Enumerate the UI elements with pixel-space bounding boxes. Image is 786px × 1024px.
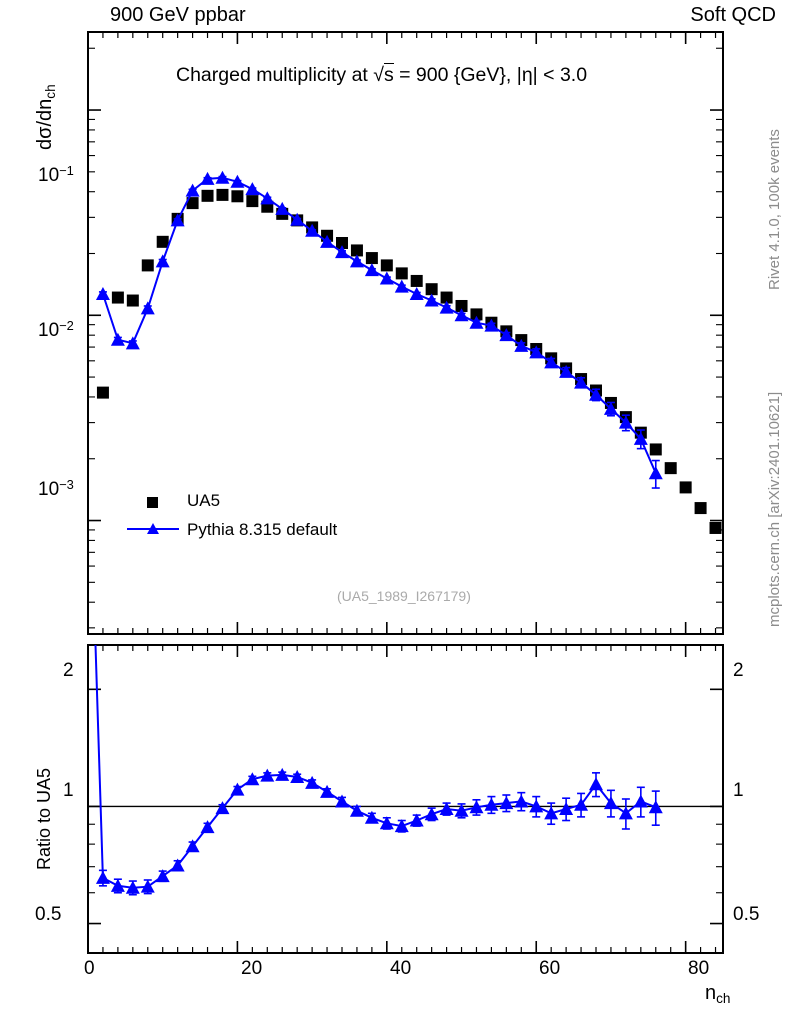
ratio-panel-frame xyxy=(87,644,724,954)
dataset-watermark: (UA5_1989_I267179) xyxy=(337,588,471,604)
x-tick-label-0: 0 xyxy=(84,958,95,979)
ratio-y-tick-label-1-left: 1 xyxy=(63,780,74,801)
ratio-y-tick-label-05-right: 0.5 xyxy=(733,904,760,925)
ratio-series-pythia xyxy=(94,644,663,896)
y-tick-label-1e-2: 10−2 xyxy=(38,318,74,341)
legend-label-ua5: UA5 xyxy=(187,491,221,510)
header-left-label: 900 GeV ppbar xyxy=(110,4,246,26)
ratio-y-tick-label-1-right: 1 xyxy=(733,780,744,801)
x-tick-label-20: 20 xyxy=(241,958,263,979)
series-pythia xyxy=(95,170,663,489)
x-tick-label-40: 40 xyxy=(390,958,412,979)
x-tick-label-80: 80 xyxy=(688,958,710,979)
legend-marker-pythia xyxy=(127,523,179,534)
x-tick-label-60: 60 xyxy=(539,958,561,979)
ratio-y-tick-label-05-left: 0.5 xyxy=(35,904,62,925)
y-tick-label-1e-1: 10−1 xyxy=(38,163,74,186)
ratio-y-tick-label-2-right: 2 xyxy=(733,660,744,681)
series-ua5 xyxy=(96,188,722,534)
header-right-label: Soft QCD xyxy=(690,4,776,26)
legend-label-pythia: Pythia 8.315 default xyxy=(187,520,338,539)
legend-marker-ua5 xyxy=(147,497,158,508)
y-tick-label-1e-3: 10−3 xyxy=(38,477,74,500)
main-panel-frame xyxy=(87,31,724,635)
ratio-y-tick-label-2-left: 2 xyxy=(63,660,74,681)
plot-title: Charged multiplicity at √s = 900 {GeV}, … xyxy=(176,63,588,86)
x-axis-label: nch xyxy=(705,982,731,1006)
